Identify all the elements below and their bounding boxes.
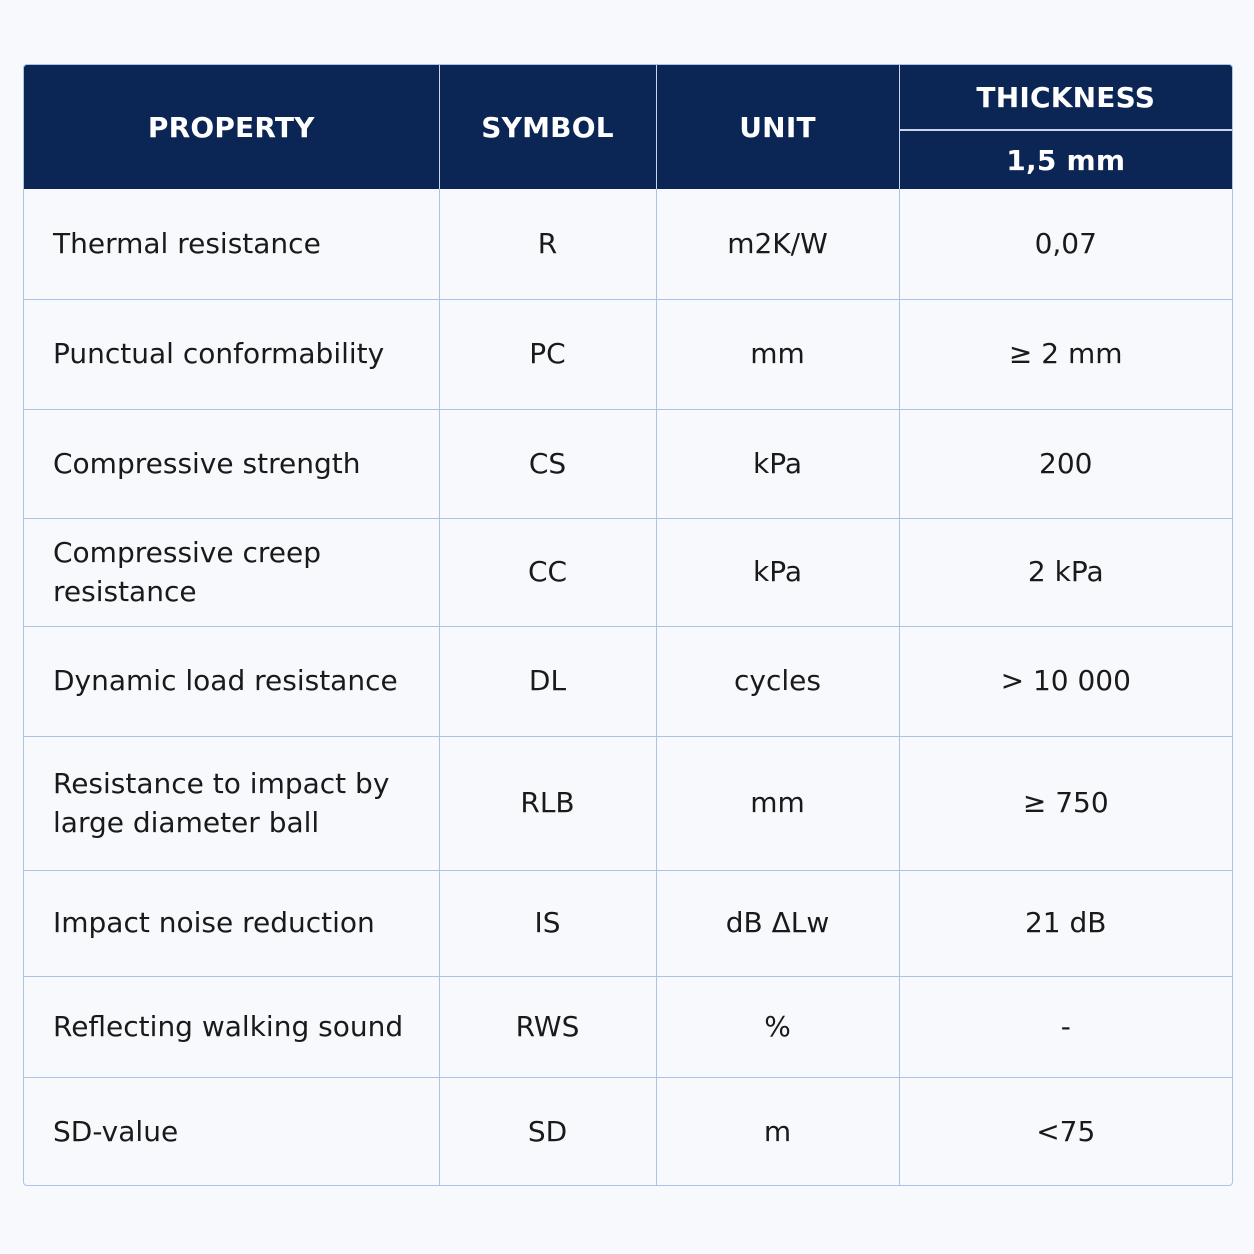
- cell-value: 0,07: [1034, 227, 1097, 261]
- header-thickness: THICKNESS: [899, 65, 1232, 131]
- cell-property: Compressive creep resistance: [24, 517, 440, 626]
- cell-property: Compressive strength: [24, 408, 440, 518]
- cell-symbol: RWS: [439, 975, 657, 1077]
- cell-property: Dynamic load resistance: [24, 625, 440, 736]
- cell-symbol: CS: [439, 408, 657, 518]
- table-row: Reflecting walking sound RWS % -: [24, 975, 1232, 1077]
- cell-unit: cycles: [656, 625, 900, 736]
- header-property: PROPERTY: [24, 65, 440, 189]
- cell-unit: dB ΔLw: [656, 869, 900, 976]
- header-thickness-value: 1,5 mm: [899, 130, 1232, 189]
- table-row: Impact noise reduction IS dB ΔLw 21 dB: [24, 869, 1232, 976]
- cell-symbol: IS: [439, 869, 657, 976]
- cell-unit: kPa: [656, 408, 900, 518]
- cell-value: > 10 000: [899, 625, 1232, 736]
- cell-unit: mm: [656, 735, 900, 870]
- cell-symbol: CC: [439, 517, 657, 626]
- table-row: Resistance to impact by large diameter b…: [24, 735, 1232, 870]
- cell-property: SD-value: [24, 1076, 440, 1185]
- cell-value: -: [899, 975, 1232, 1077]
- table-row: Compressive creep resistance CC kPa 2 kP…: [24, 517, 1232, 626]
- cell-unit: %: [656, 975, 900, 1077]
- table-row: Compressive strength CS kPa 200: [24, 408, 1232, 518]
- cell-unit: m2K/W: [656, 189, 900, 299]
- cell-property: Thermal resistance: [24, 189, 440, 299]
- cell-unit: mm: [656, 298, 900, 409]
- cell-property: Impact noise reduction: [24, 869, 440, 976]
- cell-value: 200: [899, 408, 1232, 518]
- table-header: PROPERTY SYMBOL UNIT THICKNESS 1,5 mm: [24, 65, 1232, 189]
- cell-value: 21 dB: [899, 869, 1232, 976]
- header-unit: UNIT: [656, 65, 900, 189]
- properties-table: PROPERTY SYMBOL UNIT THICKNESS 1,5 mm Th…: [23, 64, 1233, 1186]
- table-row: SD-value SD m <75: [24, 1076, 1232, 1185]
- cell-symbol: DL: [439, 625, 657, 736]
- cell-unit: m: [656, 1076, 900, 1185]
- cell-value: ≥ 2 mm: [899, 298, 1232, 409]
- table-body: Thermal resistance R m2K/W 0,07 Punctual…: [24, 189, 1232, 1185]
- cell-symbol: R: [439, 189, 657, 299]
- cell-symbol: RLB: [439, 735, 657, 870]
- header-symbol: SYMBOL: [439, 65, 657, 189]
- table-row: Thermal resistance R m2K/W 0,07: [24, 189, 1232, 299]
- data-table: PROPERTY SYMBOL UNIT THICKNESS 1,5 mm Th…: [24, 65, 1232, 1185]
- cell-symbol: SD: [439, 1076, 657, 1185]
- cell-property: Reflecting walking sound: [24, 975, 440, 1077]
- cell-property: Resistance to impact by large diameter b…: [24, 735, 440, 870]
- cell-value: ≥ 750: [899, 735, 1232, 870]
- cell-property: Punctual conformability: [24, 298, 440, 409]
- cell-unit: kPa: [656, 517, 900, 626]
- cell-symbol: PC: [439, 298, 657, 409]
- cell-value: <75: [899, 1076, 1232, 1185]
- table-row: Dynamic load resistance DL cycles > 10 0…: [24, 625, 1232, 736]
- cell-value: 2 kPa: [899, 517, 1232, 626]
- table-row: Punctual conformability PC mm ≥ 2 mm: [24, 298, 1232, 409]
